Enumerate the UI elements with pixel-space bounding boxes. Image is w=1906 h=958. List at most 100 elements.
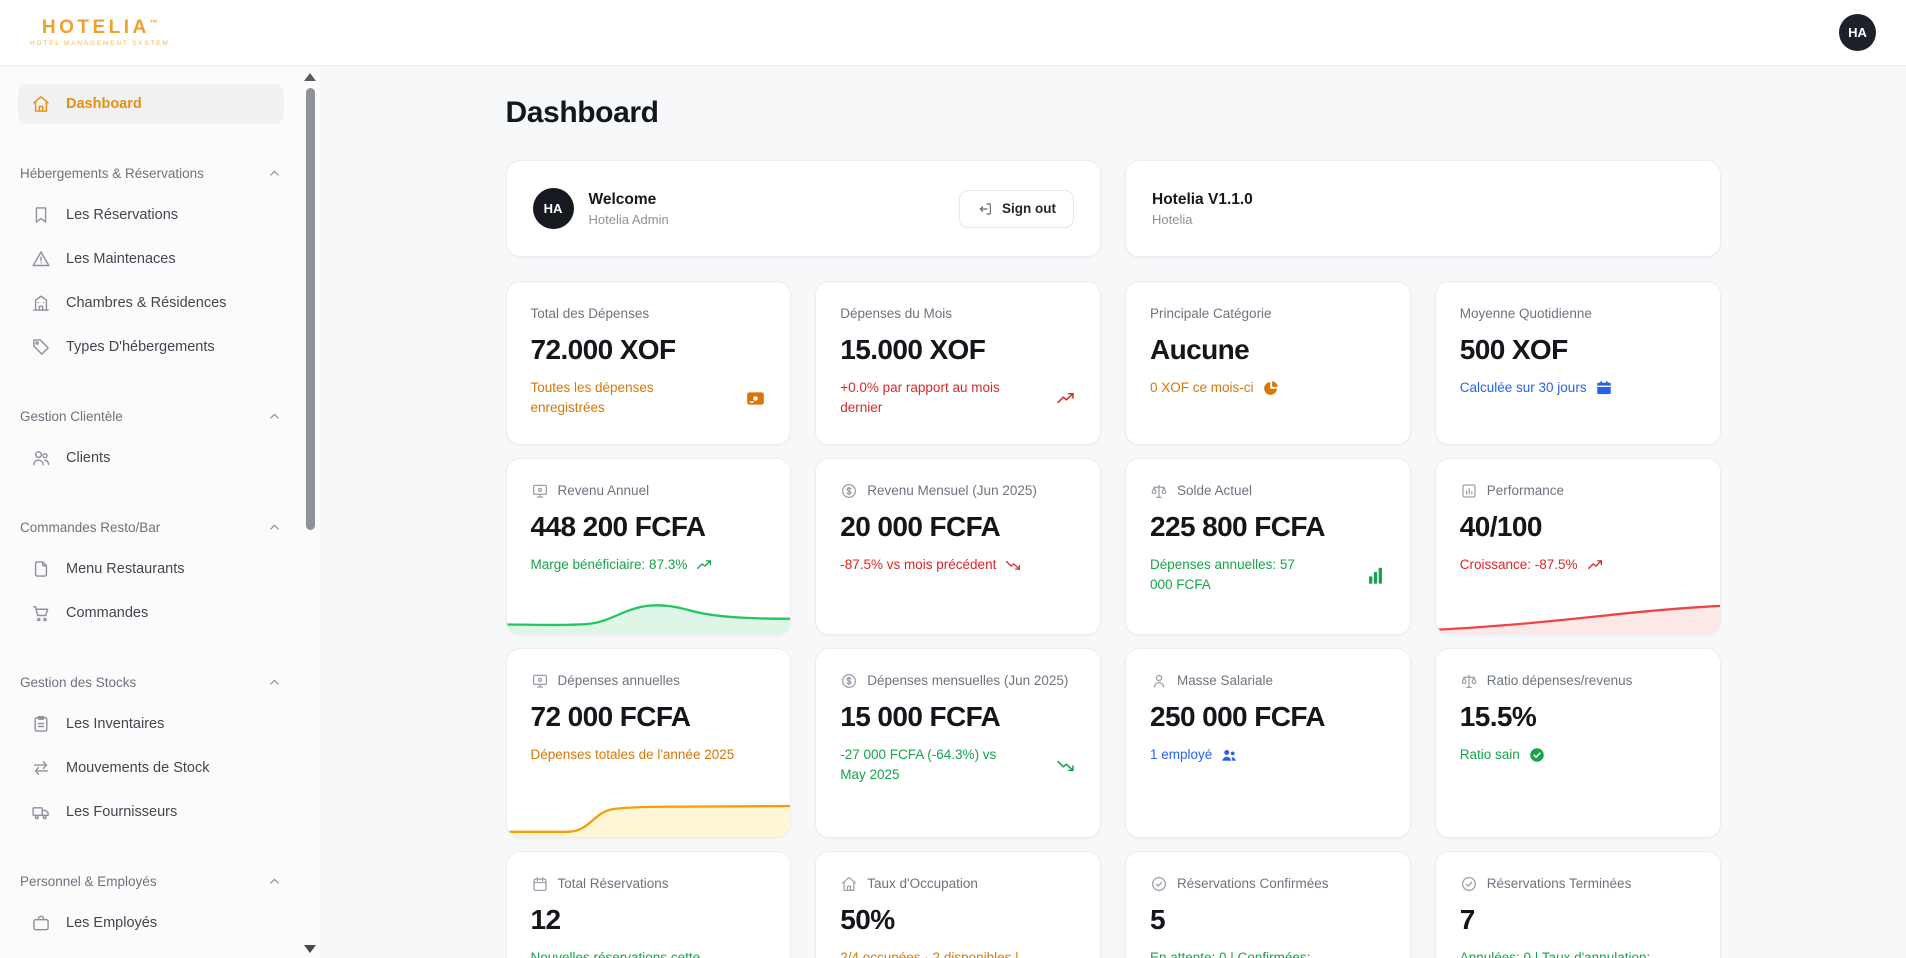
stat-card-masse-salariale: Masse Salariale 250 000 FCFA 1 employé [1125, 648, 1411, 838]
stat-subtext: 1 employé [1150, 745, 1386, 765]
stat-label: Moyenne Quotidienne [1459, 306, 1592, 321]
stat-subtext: Ratio sain [1460, 745, 1696, 765]
stat-subtext: -27 000 FCFA (-64.3%) vs May 2025 [840, 745, 1076, 786]
stat-value: 72.000 XOF [530, 334, 677, 366]
sidebar-item-types-d-h-bergements[interactable]: Types D'hébergements [18, 327, 284, 367]
sidebar-item-dashboard[interactable]: Dashboard [18, 84, 284, 124]
stat-subtext: 2/4 occupées · 2 disponibles | [840, 950, 1019, 958]
stat-card-header: Réservations Confirmées [1150, 875, 1386, 893]
sidebar-item-les-maintenaces[interactable]: Les Maintenaces [18, 239, 284, 279]
scrollbar-thumb[interactable] [306, 88, 315, 530]
stat-subtext: Dépenses annuelles: 57 000 FCFA [1150, 555, 1386, 596]
welcome-title: Welcome [588, 190, 657, 208]
chevron-up-icon [267, 874, 282, 889]
sidebar-section-gestion-des-stocks[interactable]: Gestion des Stocks [20, 675, 282, 690]
stat-card-revenu-annuel: Revenu Annuel 448 200 FCFA Marge bénéficia… [505, 458, 792, 635]
sidebar-item-les-fournisseurs[interactable]: Les Fournisseurs [18, 792, 284, 832]
sidebar-section-h-bergements-r-servations[interactable]: Hébergements & Réservations [20, 166, 282, 181]
stat-card-total-r-servations: Total Réservations 12 Nouvelles réservatio… [505, 851, 792, 958]
stat-value: 15 000 FCFA [840, 701, 1001, 733]
stat-label: Revenu Annuel [557, 483, 650, 498]
stat-label: Dépenses mensuelles (Jun 2025) [867, 673, 1069, 688]
stat-subtext: 0 XOF ce mois-ci [1150, 378, 1386, 398]
home-icon [31, 94, 51, 114]
stat-card-header: Solde Actuel [1150, 482, 1386, 500]
trend-down-icon [1055, 755, 1076, 776]
dollar-circle-icon [840, 672, 858, 690]
chevron-up-icon [267, 520, 282, 535]
welcome-avatar: HA [532, 188, 574, 229]
stat-card-d-penses-mensuelles-jun-2025: Dépenses mensuelles (Jun 2025) 15 000 FCF… [815, 648, 1101, 838]
stat-card-header: Dépenses annuelles [531, 672, 767, 690]
sidebar: Dashboard Hébergements & Réservations Les … [0, 66, 320, 958]
stat-value: 500 XOF [1459, 334, 1568, 366]
stat-label: Dépenses annuelles [557, 673, 680, 688]
sidebar-item-les-inventaires[interactable]: Les Inventaires [18, 704, 284, 744]
check-filled-icon [1528, 746, 1546, 764]
stat-label: Ratio dépenses/revenus [1486, 673, 1633, 688]
stat-label: Dépenses du Mois [840, 306, 953, 321]
bookmark-icon [31, 205, 51, 225]
check-circle-icon [1150, 875, 1168, 893]
welcome-row: HA Welcome Hotelia Admin Sign out Hoteli… [505, 160, 1721, 257]
stat-card-header: Revenu Annuel [531, 482, 767, 500]
sidebar-item-label: Mouvements de Stock [66, 760, 210, 776]
stat-subtext: Croissance: -87.5% [1460, 555, 1696, 575]
stat-card-total-des-d-penses: Total des Dépenses 72.000 XOF Toutes les d… [505, 281, 792, 445]
top-bar: HOTELIA™ HOTEL MANAGEMENT SYSTEM HA [0, 0, 1906, 66]
sidebar-item-label: Menu Restaurants [66, 561, 185, 577]
version-title: Hotelia V1.1.0 [1152, 190, 1253, 208]
sidebar-item-label: Chambres & Résidences [66, 295, 227, 311]
sidebar-item-clients[interactable]: Clients [18, 438, 284, 478]
trademark-symbol: ™ [149, 18, 158, 28]
stat-value: 15.5% [1459, 701, 1537, 733]
stat-label: Solde Actuel [1177, 483, 1253, 498]
stat-subtext: Marge bénéficiaire: 87.3% [531, 555, 767, 575]
stat-label: Réservations Terminées [1486, 876, 1632, 891]
sparkline-green [506, 604, 791, 634]
page-title: Dashboard [505, 96, 660, 129]
stat-value: 225 800 FCFA [1150, 511, 1326, 543]
trend-down-icon [1004, 556, 1022, 574]
trend-up-icon [1055, 388, 1076, 409]
sidebar-section-personnel-employ-s[interactable]: Personnel & Employés [20, 874, 282, 889]
sidebar-section-commandes-resto-bar[interactable]: Commandes Resto/Bar [20, 520, 282, 535]
sign-out-button[interactable]: Sign out [959, 189, 1074, 228]
app-logo[interactable]: HOTELIA™ HOTEL MANAGEMENT SYSTEM [30, 18, 170, 47]
stat-card-r-servations-termin-es: Réservations Terminées 7 Annulées: 0 | Tau… [1434, 851, 1721, 958]
stat-card-header: Ratio dépenses/revenus [1460, 672, 1696, 690]
stat-value: 5 [1150, 904, 1166, 936]
stat-value: Aucune [1150, 334, 1250, 366]
scrollbar-up-arrow-icon[interactable] [304, 73, 316, 81]
version-card: Hotelia V1.1.0 Hotelia [1125, 160, 1721, 257]
stat-label: Total Réservations [557, 876, 669, 891]
home-icon [840, 875, 858, 893]
clipboard-list-icon [31, 714, 51, 734]
sidebar-item-commandes[interactable]: Commandes [18, 593, 284, 633]
stat-label: Performance [1486, 483, 1565, 498]
stat-value: 72 000 FCFA [530, 701, 692, 733]
stat-value: 250 000 FCFA [1150, 701, 1326, 733]
stat-card-header: Dépenses mensuelles (Jun 2025) [840, 672, 1076, 690]
stat-card-header: Masse Salariale [1150, 672, 1386, 690]
sidebar-item-les-r-servations[interactable]: Les Réservations [18, 195, 284, 235]
trend-up-icon [1586, 556, 1604, 574]
sidebar-item-mouvements-de-stock[interactable]: Mouvements de Stock [18, 748, 284, 788]
sidebar-item-menu-restaurants[interactable]: Menu Restaurants [18, 549, 284, 589]
scrollbar-down-arrow-icon[interactable] [304, 945, 316, 953]
sidebar-item-label: Dashboard [66, 96, 142, 112]
sidebar-item-les-employ-s[interactable]: Les Employés [18, 903, 284, 943]
stat-label: Total des Dépenses [530, 306, 650, 321]
bar-chart-icon [1365, 565, 1386, 586]
sidebar-section-gestion-client-le[interactable]: Gestion Clientèle [20, 409, 282, 424]
users-filled-icon [1220, 746, 1238, 764]
stat-card-solde-actuel: Solde Actuel 225 800 FCFA Dépenses annuell… [1125, 458, 1411, 635]
welcome-username: Hotelia Admin [588, 211, 669, 227]
stat-subtext: Dépenses totales de l'année 2025 [530, 747, 735, 763]
sidebar-item-chambres-r-sidences[interactable]: Chambres & Résidences [18, 283, 284, 323]
stat-card-ratio-d-penses-revenus: Ratio dépenses/revenus 15.5% Ratio sain [1434, 648, 1721, 838]
stat-card-header: Revenu Mensuel (Jun 2025) [840, 482, 1076, 500]
user-avatar[interactable]: HA [1839, 14, 1876, 51]
logout-icon [977, 201, 993, 217]
stat-label: Revenu Mensuel (Jun 2025) [867, 483, 1037, 498]
